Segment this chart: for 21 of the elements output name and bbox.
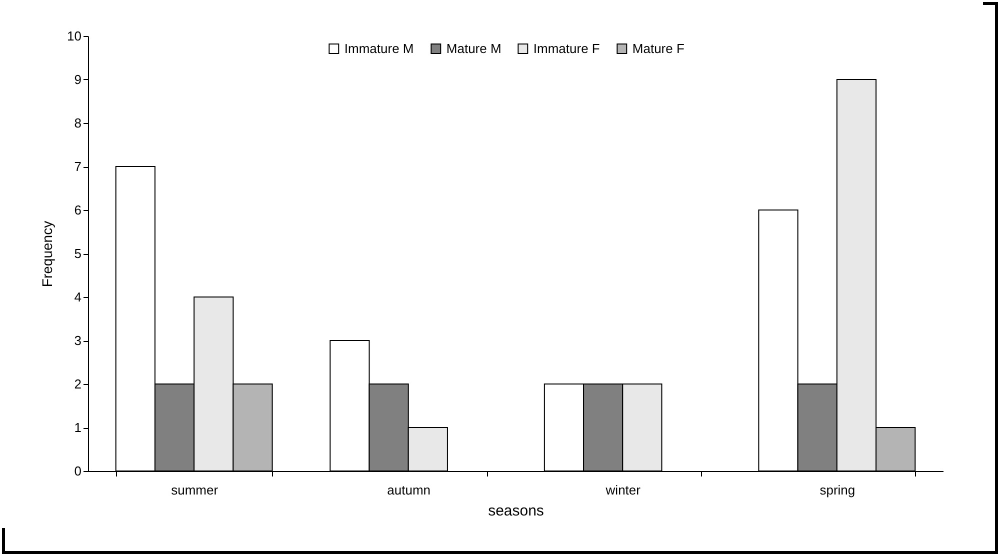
legend-label: Immature M [344,40,414,56]
y-tick-label: 9 [74,72,82,87]
y-axis-title: Frequency [39,220,56,288]
y-tick-label: 8 [74,116,82,130]
y-tick-label: 7 [74,159,82,174]
legend-label: Immature F [533,40,600,56]
x-tick-label: winter [604,482,642,498]
y-tick-label: 2 [74,376,82,392]
legend-label: Mature M [446,40,502,56]
y-tick-label: 10 [67,28,82,44]
y-tick-label: 1 [74,420,82,435]
x-axis-title: seasons [488,502,544,520]
y-tick-label: 0 [74,464,82,478]
x-tick-label: spring [820,482,856,498]
y-tick-label: 3 [74,333,82,348]
x-tick-label: autumn [387,482,431,498]
y-tick-label: 5 [74,246,82,261]
y-tick-label: 6 [74,202,82,218]
y-tick-label: 4 [74,290,82,304]
x-tick-label: summer [171,482,219,498]
legend-label: Mature F [632,40,684,56]
